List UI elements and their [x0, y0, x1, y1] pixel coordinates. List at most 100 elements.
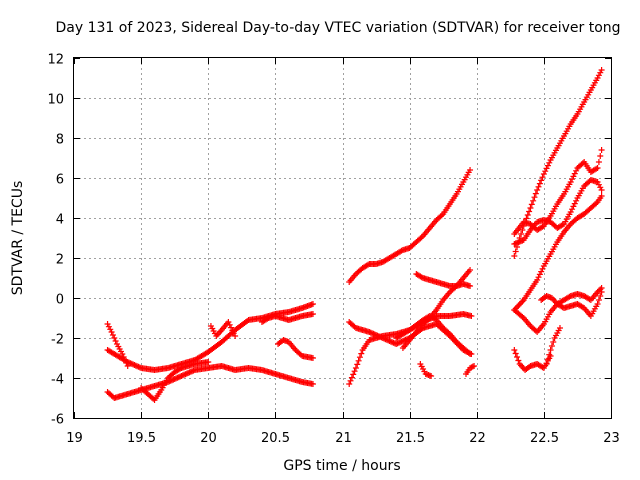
data-point	[598, 289, 605, 295]
data-point	[593, 200, 600, 207]
data-point	[569, 176, 576, 183]
data-point	[524, 212, 531, 218]
y-tick-label: 12	[47, 53, 64, 68]
data-point	[527, 205, 534, 211]
data-point	[544, 162, 551, 169]
data-point	[309, 355, 316, 361]
data-point	[264, 315, 271, 322]
data-point	[120, 354, 127, 360]
series-seg-c3	[511, 177, 605, 247]
data-point	[534, 277, 541, 283]
data-point	[467, 351, 474, 357]
data-point	[540, 171, 547, 177]
data-point	[352, 365, 359, 371]
data-point	[573, 197, 580, 204]
data-point	[119, 351, 126, 357]
x-tick-label: 19.5	[127, 431, 156, 446]
data-point	[150, 395, 157, 402]
data-point	[595, 181, 602, 188]
data-point	[598, 147, 605, 153]
data-point	[123, 360, 130, 366]
data-point	[539, 174, 546, 181]
y-tick-label: -6	[51, 413, 64, 428]
data-point	[465, 349, 472, 356]
data-point	[571, 170, 578, 177]
data-point	[556, 325, 563, 331]
data-point	[228, 324, 235, 331]
data-point	[530, 197, 537, 204]
data-point	[512, 350, 519, 357]
data-point	[594, 165, 601, 171]
data-point	[536, 271, 543, 278]
y-tick-label: 10	[47, 93, 64, 108]
axis-ticks	[74, 58, 612, 419]
data-point	[579, 160, 586, 167]
data-point	[467, 283, 474, 289]
data-point	[418, 274, 425, 281]
data-point	[532, 190, 539, 197]
data-point	[546, 159, 553, 166]
data-point	[542, 168, 549, 175]
data-point	[538, 177, 545, 184]
data-point	[547, 353, 554, 359]
data-point	[518, 231, 525, 237]
y-tick-labels: -6 -4 -2 0 2 4 6 8 10 12	[47, 53, 64, 428]
series-seg-a4	[138, 359, 212, 403]
data-point	[597, 293, 604, 299]
data-point	[418, 234, 425, 241]
data-point	[229, 327, 236, 334]
data-point	[471, 363, 478, 369]
data-point	[511, 253, 518, 259]
data-point	[594, 179, 601, 185]
data-point	[514, 354, 521, 360]
data-point	[511, 347, 518, 353]
data-point	[355, 357, 362, 364]
data-point	[112, 338, 119, 344]
y-axis-label: SDTVAR / TECUs	[10, 181, 26, 296]
data-point	[526, 208, 533, 215]
data-point	[124, 363, 131, 369]
data-point	[548, 343, 555, 349]
data-point	[539, 223, 546, 230]
x-tick-label: 22.5	[530, 431, 559, 446]
x-axis-label: GPS time / hours	[283, 458, 400, 474]
x-tick-label: 20	[200, 431, 217, 446]
data-point	[598, 67, 605, 73]
series-seg-c7	[511, 347, 554, 373]
data-point	[586, 296, 593, 303]
data-point	[105, 323, 112, 330]
data-point	[536, 180, 543, 187]
data-point	[122, 357, 129, 363]
data-point	[594, 301, 601, 307]
data-point	[467, 365, 474, 371]
y-tick-label: -4	[51, 373, 64, 388]
data-point	[566, 293, 573, 300]
series-seg-c8	[543, 325, 563, 367]
series-seg-a5	[207, 319, 239, 339]
data-point	[597, 69, 604, 76]
series-seg-c5	[511, 193, 605, 313]
data-point	[309, 381, 316, 387]
data-point	[309, 301, 316, 307]
series-seg-c1	[511, 67, 605, 259]
series-seg-b6	[399, 267, 474, 351]
data-point	[546, 351, 553, 358]
data-point	[109, 332, 116, 338]
data-point	[398, 247, 405, 254]
data-point	[425, 316, 432, 323]
data-point	[108, 329, 115, 335]
series-seg-c2	[511, 147, 605, 237]
series-seg-b8	[463, 363, 478, 377]
data-point	[445, 329, 452, 336]
data-point	[232, 333, 239, 339]
data-point	[597, 286, 604, 293]
data-point	[348, 374, 355, 381]
data-point	[244, 318, 251, 324]
data-point	[309, 311, 316, 317]
data-points	[104, 67, 605, 403]
data-point	[347, 377, 354, 384]
data-point	[535, 183, 542, 190]
y-tick-label: 8	[56, 133, 64, 148]
data-point	[595, 287, 602, 294]
